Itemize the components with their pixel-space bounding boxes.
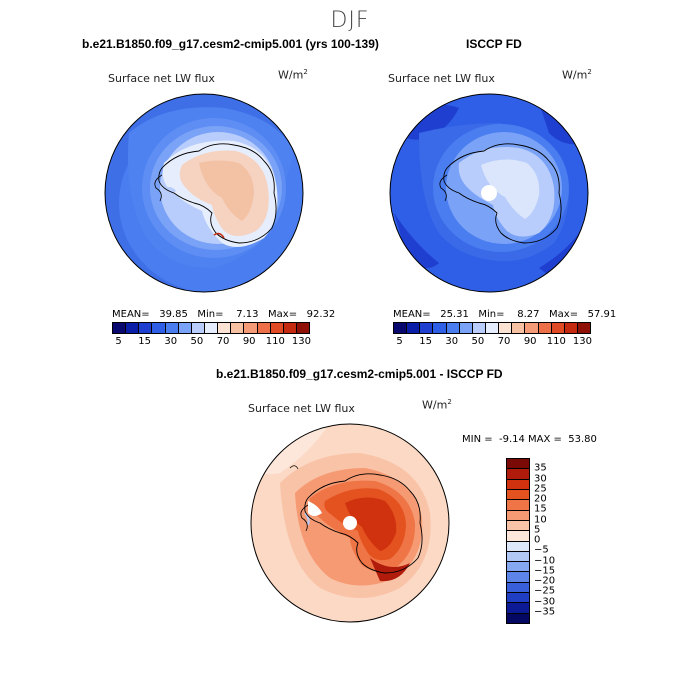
- diff-polar-map: [250, 423, 450, 623]
- obs-colorbar-swatch: [485, 323, 500, 333]
- diff-colorbar-tick-label: 20: [534, 493, 547, 505]
- model-colorbar-swatch: [126, 323, 140, 333]
- diff-colorbar-tick-label: −20: [534, 575, 556, 587]
- diff-subtitle: Surface net LW flux: [248, 402, 355, 415]
- model-colorbar-swatch: [231, 323, 245, 333]
- obs-colorbar-swatch: [551, 323, 565, 333]
- model-colorbar-swatch: [218, 323, 232, 333]
- model-colorbar-swatch: [178, 323, 192, 333]
- diff-colorbar-ticks: 35 30 25 20 15 10 5 0 −5 −10 −15 −20 −25 −30 −35: [534, 458, 574, 622]
- model-colorbar-tick-label: 110: [265, 336, 285, 347]
- model-stats: MEAN= 39.85 Min= 7.13 Max= 92.32: [112, 309, 336, 320]
- obs-colorbar-swatch: [512, 323, 526, 333]
- model-colorbar-tick-label: 130: [291, 336, 311, 347]
- model-colorbar-swatch: [113, 323, 127, 333]
- obs-colorbar-tick-label: 50: [471, 336, 485, 347]
- obs-colorbar-swatch: [394, 323, 408, 333]
- model-colorbar-swatch: [257, 323, 271, 333]
- model-polar-map: [104, 93, 304, 293]
- obs-colorbar-ticks: 5 15 30 50 70 90 110 130: [393, 336, 592, 350]
- obs-colorbar-tick-label: 130: [572, 336, 592, 347]
- model-colorbar-swatch: [244, 323, 258, 333]
- model-colorbar-tick-label: 50: [190, 336, 204, 347]
- diff-colorbar-tick-label: 35: [534, 462, 547, 474]
- obs-colorbar-tick-label: 90: [523, 336, 537, 347]
- season-title: DJF: [330, 8, 370, 33]
- obs-colorbar-tick-label: 5: [396, 336, 403, 347]
- diff-colorbar-swatch: [507, 510, 529, 521]
- diff-colorbar-tick-label: 10: [534, 514, 547, 525]
- model-units: W/m2: [278, 68, 308, 82]
- obs-colorbar-swatch: [499, 323, 513, 333]
- diff-colorbar-tick-label: 0: [534, 534, 541, 546]
- diff-colorbar-tick-label: −5: [534, 544, 549, 556]
- obs-colorbar-swatch: [433, 323, 447, 333]
- diff-panel-title: b.e21.B1850.f09_g17.cesm2-cmip5.001 - IS…: [216, 367, 503, 381]
- diff-colorbar-swatch: [507, 489, 529, 501]
- model-colorbar-swatch: [296, 323, 310, 333]
- diff-colorbar-tick-label: −25: [534, 585, 556, 597]
- diff-colorbar-tick-label: −10: [534, 555, 556, 566]
- obs-colorbar-tick-label: 70: [497, 336, 511, 347]
- model-colorbar: [112, 322, 310, 334]
- diff-colorbar-swatch: [507, 551, 529, 563]
- model-colorbar-ticks: 5 15 30 50 70 90 110 130: [112, 336, 311, 350]
- model-colorbar-tick-label: 90: [242, 336, 256, 347]
- obs-colorbar-swatch: [446, 323, 460, 333]
- obs-colorbar-swatch: [525, 323, 539, 333]
- diff-colorbar-swatch: [507, 520, 529, 532]
- diff-colorbar-swatch: [507, 500, 529, 511]
- diff-colorbar-swatch: [507, 572, 529, 583]
- diff-colorbar: [506, 458, 530, 624]
- diff-colorbar-tick-label: −30: [534, 596, 556, 607]
- diff-colorbar-tick-label: 25: [534, 483, 547, 495]
- obs-colorbar-tick-label: 30: [445, 336, 459, 347]
- obs-colorbar-swatch: [564, 323, 578, 333]
- diff-colorbar-swatch: [507, 531, 529, 542]
- obs-stats: MEAN= 25.31 Min= 8.27 Max= 57.91: [393, 309, 617, 320]
- obs-subtitle: Surface net LW flux: [388, 72, 495, 85]
- diff-units: W/m2: [422, 398, 452, 412]
- obs-colorbar-tick-label: 15: [419, 336, 433, 347]
- model-colorbar-swatch: [152, 323, 166, 333]
- obs-colorbar-swatch: [577, 323, 591, 333]
- model-panel-title: b.e21.B1850.f09_g17.cesm2-cmip5.001 (yrs…: [82, 37, 379, 51]
- model-subtitle: Surface net LW flux: [108, 72, 215, 85]
- obs-colorbar-swatch: [459, 323, 473, 333]
- obs-colorbar-swatch: [420, 323, 434, 333]
- model-colorbar-tick-label: 70: [216, 336, 230, 347]
- model-colorbar-swatch: [191, 323, 205, 333]
- diff-colorbar-swatch: [507, 582, 529, 594]
- obs-colorbar-swatch: [538, 323, 552, 333]
- diff-colorbar-tick-label: 30: [534, 473, 547, 484]
- obs-colorbar-tick-label: 110: [546, 336, 566, 347]
- obs-colorbar-swatch: [407, 323, 421, 333]
- obs-units: W/m2: [562, 68, 592, 82]
- model-colorbar-tick-label: 5: [115, 336, 122, 347]
- diff-colorbar-swatch: [507, 469, 529, 480]
- model-colorbar-swatch: [270, 323, 284, 333]
- model-colorbar-swatch: [165, 323, 179, 333]
- model-colorbar-tick-label: 30: [164, 336, 178, 347]
- diff-colorbar-tick-label: 15: [534, 503, 547, 515]
- diff-colorbar-swatch: [507, 541, 529, 552]
- obs-colorbar-swatch: [472, 323, 486, 333]
- diff-colorbar-swatch: [507, 562, 529, 573]
- diff-colorbar-tick-label: −15: [534, 565, 556, 577]
- diff-colorbar-swatch: [507, 613, 529, 623]
- diff-colorbar-swatch: [507, 593, 529, 604]
- model-colorbar-swatch: [139, 323, 153, 333]
- obs-panel-title: ISCCP FD: [466, 37, 522, 51]
- obs-colorbar: [393, 322, 591, 334]
- model-colorbar-tick-label: 15: [138, 336, 152, 347]
- diff-minmax: MIN = -9.14 MAX = 53.80: [462, 434, 597, 445]
- model-colorbar-swatch: [283, 323, 297, 333]
- diff-colorbar-swatch: [507, 459, 529, 470]
- diff-colorbar-swatch: [507, 603, 529, 614]
- diff-colorbar-swatch: [507, 479, 529, 490]
- model-colorbar-swatch: [204, 323, 219, 333]
- diff-colorbar-tick-label: −35: [534, 606, 556, 618]
- obs-polar-map: [389, 93, 589, 293]
- diff-colorbar-tick-label: 5: [534, 524, 541, 536]
